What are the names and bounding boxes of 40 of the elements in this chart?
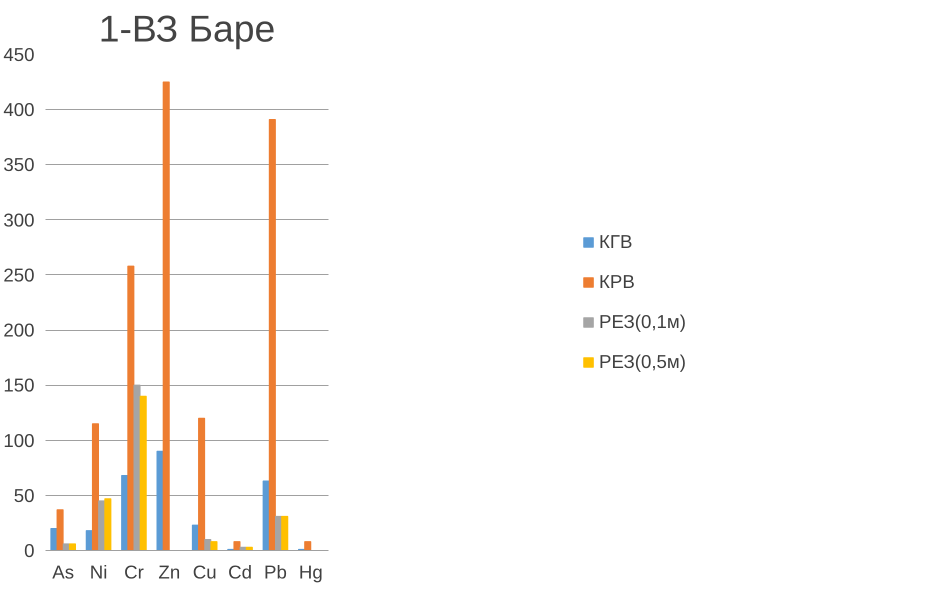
bar bbox=[210, 541, 218, 550]
x-tick-label: Zn bbox=[158, 562, 180, 582]
bar bbox=[304, 541, 312, 550]
y-tick-label: 350 bbox=[3, 154, 35, 176]
bar bbox=[104, 498, 112, 550]
y-tick-label: 100 bbox=[3, 430, 35, 451]
x-tick-label: Ni bbox=[90, 562, 108, 582]
bar bbox=[198, 418, 206, 550]
x-tick-label: As bbox=[52, 562, 74, 582]
x-tick-label: Cr bbox=[124, 562, 144, 582]
legend-label: КРВ bbox=[599, 271, 635, 293]
legend-label: КГВ bbox=[599, 231, 632, 253]
y-tick-label: 400 bbox=[3, 99, 35, 120]
legend-label: РЕЗ(0,1м) bbox=[599, 311, 686, 333]
bar bbox=[281, 516, 288, 550]
y-tick-label: 450 bbox=[3, 44, 35, 65]
bar bbox=[246, 546, 253, 550]
y-tick-label: 150 bbox=[3, 374, 35, 396]
y-tick-label: 0 bbox=[24, 540, 35, 561]
bar bbox=[86, 530, 93, 550]
bar bbox=[68, 543, 76, 550]
bar bbox=[127, 266, 134, 550]
x-tick-label: Cd bbox=[228, 562, 252, 582]
y-tick-label: 300 bbox=[3, 209, 35, 230]
y-tick-label: 50 bbox=[14, 484, 35, 506]
chart-title: 1-ВЗ Баре bbox=[98, 8, 276, 50]
bar bbox=[92, 423, 99, 550]
bar bbox=[262, 480, 270, 550]
x-tick-label: Pb bbox=[264, 562, 287, 582]
y-tick-label: 250 bbox=[3, 264, 35, 286]
x-tick-label: Cu bbox=[192, 562, 217, 582]
bar bbox=[162, 82, 170, 550]
bar bbox=[233, 541, 240, 550]
legend-label: РЕЗ(0,5м) bbox=[599, 351, 686, 373]
bar bbox=[140, 396, 147, 550]
x-tick-label: Hg bbox=[298, 562, 323, 582]
bar bbox=[121, 475, 128, 550]
y-tick-label: 200 bbox=[3, 320, 35, 341]
bar bbox=[268, 119, 276, 550]
bar bbox=[56, 509, 64, 550]
